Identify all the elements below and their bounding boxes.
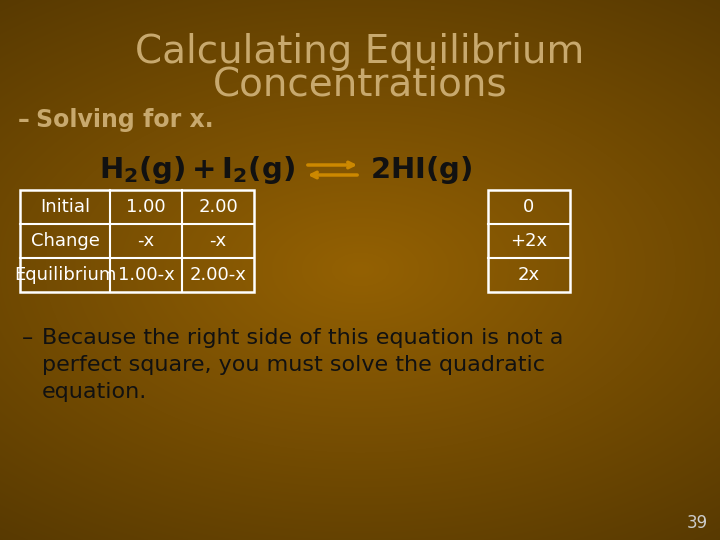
Text: 1.00: 1.00 (126, 198, 166, 216)
Text: -x: -x (138, 232, 155, 250)
Text: Because the right side of this equation is not a: Because the right side of this equation … (42, 328, 563, 348)
Text: –: – (22, 328, 33, 348)
Text: Change: Change (30, 232, 99, 250)
Text: $\mathbf{H_2(g)+I_2(g)}$: $\mathbf{H_2(g)+I_2(g)}$ (99, 154, 295, 186)
Text: equation.: equation. (42, 382, 148, 402)
Text: 1.00-x: 1.00-x (117, 266, 174, 284)
Text: Calculating Equilibrium: Calculating Equilibrium (135, 33, 585, 71)
Text: Solving for x.: Solving for x. (36, 108, 214, 132)
Text: 2x: 2x (518, 266, 540, 284)
Text: -x: -x (210, 232, 227, 250)
Bar (20, 190, 254, 292)
Text: 0: 0 (523, 198, 535, 216)
Text: 2.00-x: 2.00-x (189, 266, 246, 284)
Text: Concentrations: Concentrations (212, 66, 508, 104)
Text: –: – (18, 108, 30, 132)
Text: Initial: Initial (40, 198, 90, 216)
Text: 2.00: 2.00 (198, 198, 238, 216)
Text: perfect square, you must solve the quadratic: perfect square, you must solve the quadr… (42, 355, 545, 375)
Text: +2x: +2x (510, 232, 548, 250)
Bar (488, 190, 570, 292)
Text: 39: 39 (687, 514, 708, 532)
Text: $\mathbf{2HI(g)}$: $\mathbf{2HI(g)}$ (370, 154, 472, 186)
Text: Equilibrium: Equilibrium (14, 266, 116, 284)
